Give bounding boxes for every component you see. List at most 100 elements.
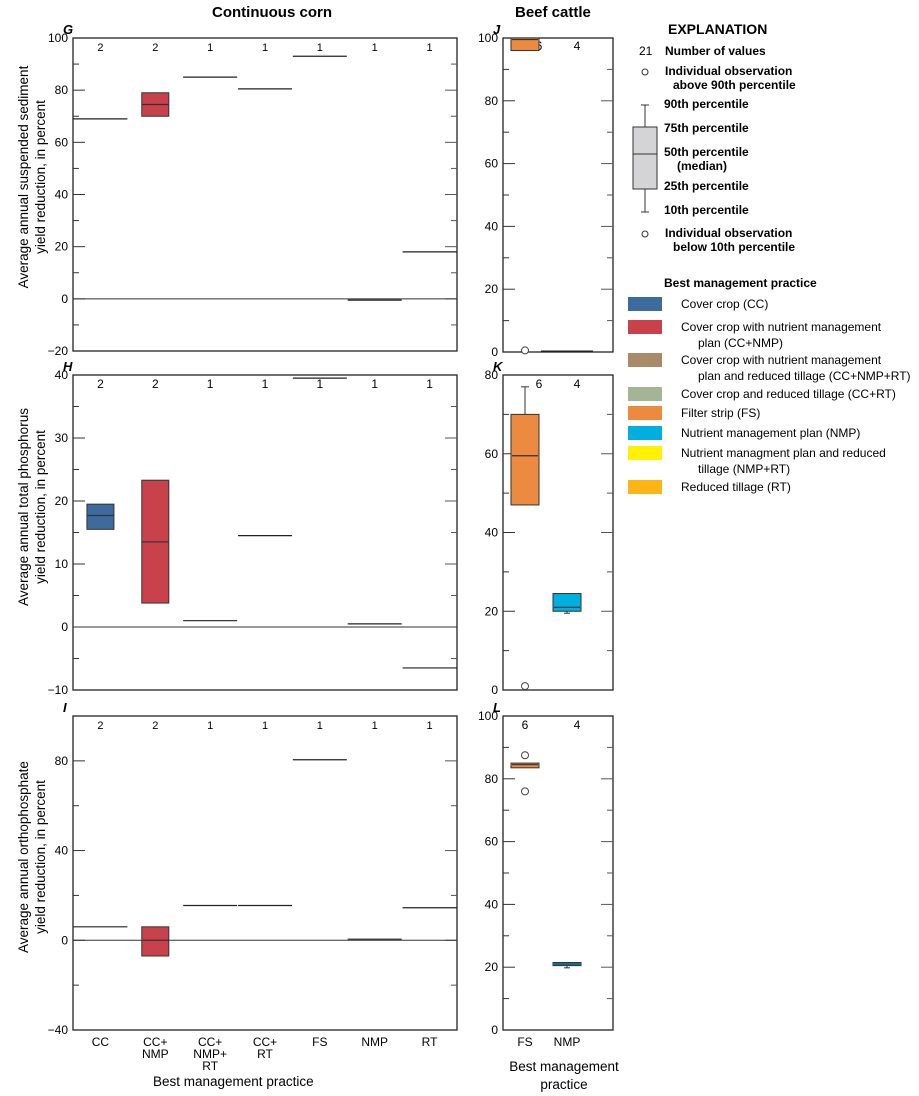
x-tick-label: FS [312,1035,327,1049]
legend-item-label: Cover crop with nutrient management plan … [681,320,882,350]
legend-count-example: 21 [639,44,653,58]
x-axis-label-corn: Best management practice [153,1074,314,1089]
legend-item-label: Reduced tillage (RT) [681,480,791,494]
y-tick-label: 0 [61,933,68,947]
y-axis-label-g: Average annual suspended sediment yield r… [16,65,48,289]
legend-swatch [628,387,662,401]
panel-i: I−40040802CC2CC+NMP1CC+NMP+RT1CC+RT1FS1N… [48,700,458,1073]
count-label: 2 [97,42,103,54]
count-label: 1 [427,42,433,54]
legend-outlier-above-icon [641,68,649,76]
y-tick-label: 80 [55,83,69,97]
y-tick-label: 40 [485,219,499,233]
legend-p75: 75th percentile [664,121,749,135]
y-tick-label: 80 [485,368,499,382]
x-tick-label: CC+ [143,1035,167,1049]
x-tick-label: NMP [361,1035,388,1049]
y-tick-label: −10 [48,683,69,697]
legend-below-1: Individual observation [665,226,793,240]
legend-item-label: Cover crop (CC) [681,297,769,311]
legend-item-label: Cover crop and reduced tillage (CC+RT) [681,387,896,401]
legend-swatch [628,446,662,460]
panel-letter: H [63,359,73,374]
y-tick-label: 80 [485,94,499,108]
legend-item-label: Nutrient managment plan and reduced tilla… [681,446,886,476]
legend-item-label: Cover crop with nutrient management plan … [681,353,911,383]
panel-letter: I [63,700,67,715]
count-label: 6 [522,718,529,732]
legend-swatch [628,297,662,311]
legend-above-2: above 90th percentile [673,78,796,92]
count-label: 1 [371,377,378,391]
box [141,926,170,957]
legend-p25: 25th percentile [664,179,749,193]
x-axis-label-beef: Best management practice [509,1059,619,1092]
count-label: 2 [152,720,158,732]
y-axis-label-h: Average annual total phosphorus yield red… [16,408,48,606]
x-tick-label: FS [517,1035,532,1049]
y-tick-label: −20 [48,344,69,358]
count-label: 1 [262,42,268,54]
count-label: 4 [574,377,581,391]
plot-frame [502,37,614,353]
x-tick-label: RT [202,1059,218,1073]
outlier-point [521,682,529,691]
x-tick-label: CC [92,1035,110,1049]
legend-box [632,126,658,190]
y-tick-label: 10 [55,557,69,571]
panel-l: L 0 20 40 60 80 100 6 FS 4 NMP [478,700,614,1049]
count-label: 1 [207,42,213,54]
count-label: 1 [372,42,378,54]
count-label: 6 [536,377,543,391]
count-label: 4 [574,39,581,53]
plot-frame [72,37,458,352]
count-label: 2 [97,377,104,391]
y-tick-label: 0 [491,683,498,697]
x-tick-label: CC+ [198,1035,222,1049]
outlier-point [521,346,529,355]
y-tick-label: 0 [491,345,498,359]
y-tick-label: 60 [485,447,499,461]
x-tick-label: NMP [554,1035,581,1049]
legend-item-label: Filter strip (FS) [681,406,761,420]
y-tick-label: 40 [55,368,69,382]
legend-swatch [628,426,662,440]
box [510,413,540,506]
y-tick-label: 100 [478,709,498,723]
count-label: 1 [426,377,433,391]
panel-k: K 0 20 40 60 80 6 4 [485,359,614,697]
panel-letter: L [493,700,501,715]
y-tick-label: 100 [48,31,68,45]
count-label: 1 [317,720,323,732]
count-label: 4 [574,718,581,732]
box [510,762,540,769]
y-tick-label: 30 [55,431,69,445]
y-tick-label: 0 [61,292,68,306]
panel-letter: J [493,22,501,37]
y-tick-label: 80 [55,754,69,768]
x-tick-label: RT [422,1035,438,1049]
legend-below-2: below 10th percentile [673,240,796,254]
y-tick-label: −40 [48,1023,69,1037]
legend-count-label: Number of values [665,44,766,58]
y-tick-label: 40 [485,897,499,911]
box [86,503,115,530]
count-label: 1 [207,720,213,732]
legend-swatch [628,320,662,334]
legend-p10: 10th percentile [664,203,749,217]
panel-h: H −10 0 10 20 30 40 2 2 1 1 1 1 1 [48,359,458,697]
y-tick-label: 20 [485,604,499,618]
box [552,593,582,612]
panel-letter: G [63,22,73,37]
count-label: 1 [372,720,378,732]
count-label: 1 [207,377,214,391]
legend-bmp-title: Best management practice [664,276,817,290]
count-label: 1 [427,720,433,732]
x-tick-label: RT [257,1047,273,1061]
legend-title: EXPLANATION [668,21,768,37]
y-tick-label: 0 [491,1023,498,1037]
legend-swatch [628,353,662,367]
legend-above-1: Individual observation [665,64,793,78]
